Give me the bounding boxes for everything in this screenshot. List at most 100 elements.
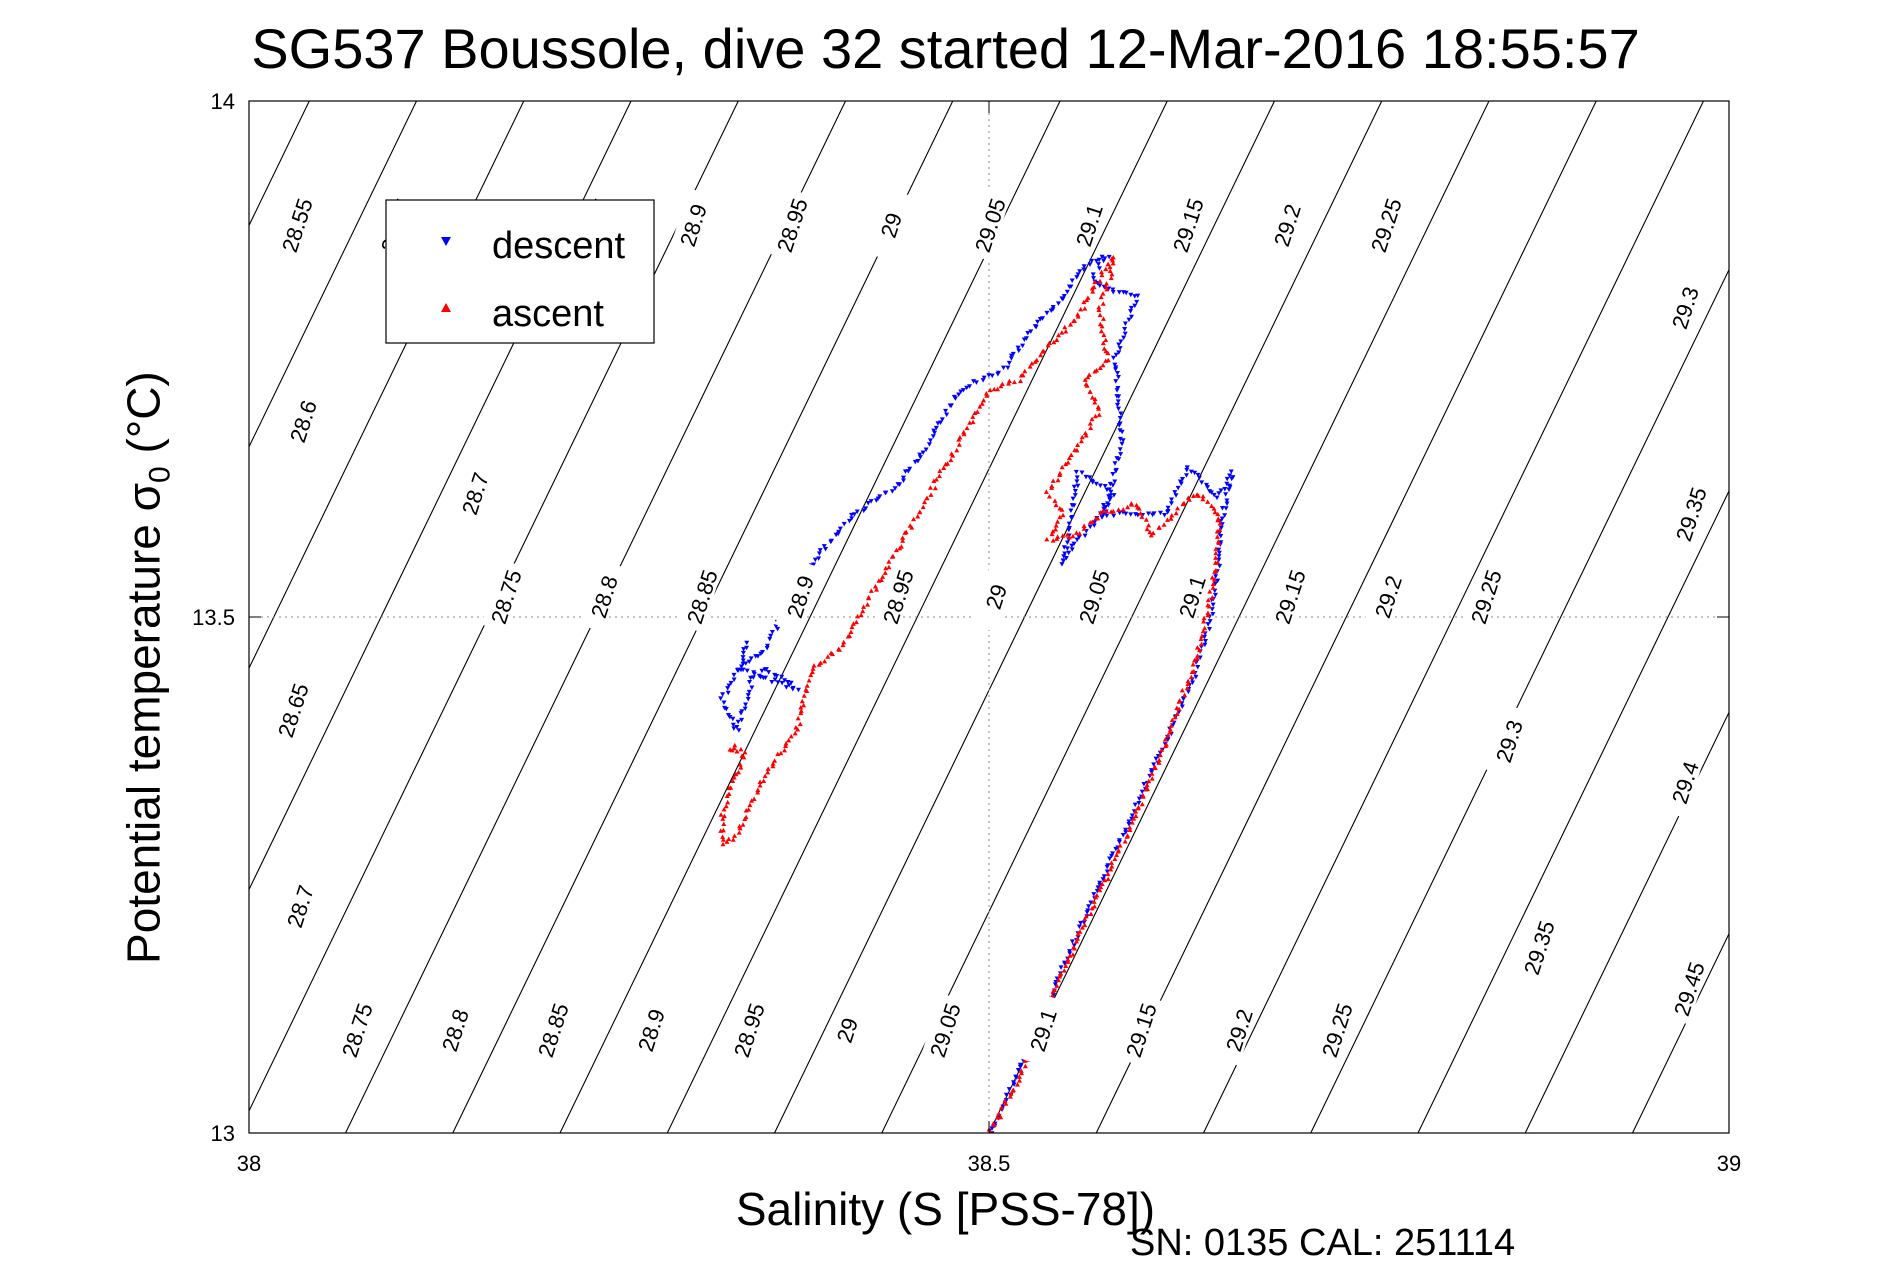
- data-point-descent: [1151, 762, 1157, 767]
- data-point-descent: [783, 685, 789, 690]
- data-point-ascent: [990, 1121, 996, 1126]
- data-point-descent: [721, 700, 727, 706]
- data-point-descent: [1118, 452, 1124, 457]
- data-point-descent: [1148, 768, 1154, 773]
- data-point-ascent: [1050, 538, 1056, 543]
- data-point-descent: [1105, 863, 1111, 868]
- data-point-ascent: [1107, 264, 1113, 270]
- data-point-ascent: [1054, 983, 1060, 988]
- data-point-ascent: [1104, 508, 1110, 514]
- data-point-descent: [989, 1126, 995, 1131]
- data-point-ascent: [755, 787, 761, 792]
- data-point-ascent: [1195, 653, 1201, 658]
- data-point-ascent: [1068, 322, 1074, 327]
- data-point-ascent: [732, 833, 738, 838]
- data-point-ascent: [1071, 318, 1077, 324]
- contour-label-bg: [920, 993, 966, 1066]
- data-point-descent: [1110, 851, 1116, 856]
- data-point-descent: [1114, 456, 1120, 461]
- data-point-descent: [849, 516, 855, 521]
- data-point-descent: [726, 683, 732, 688]
- data-point-descent: [1070, 496, 1076, 502]
- contour-label-upper: 28.9: [668, 188, 714, 261]
- data-point-ascent: [886, 564, 892, 570]
- data-point-ascent: [943, 461, 949, 467]
- data-point-descent: [1015, 1068, 1021, 1073]
- data-point-descent: [1165, 737, 1171, 743]
- data-point-descent: [1224, 476, 1230, 482]
- data-point-descent: [1128, 292, 1134, 298]
- contour-label-bg: [278, 384, 324, 457]
- data-point-descent: [1122, 327, 1128, 332]
- data-point-descent: [1035, 319, 1041, 325]
- data-point-ascent: [853, 619, 859, 625]
- data-point-ascent: [1059, 507, 1065, 512]
- data-point-ascent: [757, 779, 763, 784]
- data-point-ascent: [1200, 628, 1206, 634]
- data-point-ascent: [849, 624, 855, 630]
- data-point-descent: [1126, 317, 1132, 323]
- data-point-ascent: [865, 602, 871, 607]
- contour-label-bg: [1167, 559, 1213, 633]
- isopycnal-line: [0, 101, 95, 1133]
- data-point-descent: [1205, 622, 1211, 627]
- data-point-descent: [895, 482, 901, 487]
- data-point-descent: [1069, 278, 1075, 283]
- data-point-ascent: [810, 666, 816, 671]
- data-point-descent: [731, 726, 737, 731]
- data-point-descent: [746, 659, 752, 665]
- data-point-descent: [1165, 510, 1171, 515]
- data-point-ascent: [1188, 674, 1194, 680]
- data-point-descent: [1227, 473, 1233, 479]
- data-point-descent: [1072, 489, 1078, 494]
- data-point-ascent: [761, 778, 767, 783]
- data-point-ascent: [1084, 297, 1090, 303]
- data-point-descent: [1202, 642, 1208, 648]
- data-point-descent: [734, 668, 740, 673]
- data-point-ascent: [1103, 281, 1109, 286]
- isopycnal-line: [1095, 101, 1597, 1133]
- data-point-ascent: [1079, 925, 1085, 930]
- data-point-ascent: [1057, 971, 1063, 977]
- isopycnal-line: [559, 101, 1061, 1133]
- data-point-ascent: [797, 721, 803, 727]
- data-point-ascent: [1213, 555, 1219, 560]
- data-point-ascent: [1116, 847, 1122, 853]
- data-point-descent: [775, 680, 781, 685]
- contour-label-left: 28.7: [275, 869, 321, 943]
- data-point-ascent: [730, 778, 736, 783]
- data-point-descent: [1117, 510, 1123, 516]
- data-point-ascent: [1003, 1101, 1009, 1106]
- data-point-descent: [816, 551, 822, 556]
- data-point-descent: [1228, 469, 1234, 475]
- contour-label-bg: [1666, 477, 1712, 550]
- data-point-descent: [917, 455, 923, 460]
- data-point-ascent: [1017, 1078, 1023, 1083]
- contour-label-upper: 29.15: [1163, 188, 1209, 261]
- data-point-ascent: [1108, 275, 1114, 281]
- data-point-descent: [1188, 469, 1194, 475]
- data-point-ascent: [725, 799, 731, 805]
- data-point-descent: [744, 640, 750, 646]
- contour-label-bg: [822, 993, 868, 1066]
- data-point-ascent: [1097, 321, 1103, 327]
- data-point-descent: [892, 486, 898, 491]
- data-point-ascent: [840, 642, 846, 648]
- data-point-descent: [889, 489, 895, 494]
- data-point-ascent: [1081, 299, 1087, 305]
- data-point-ascent: [900, 538, 906, 543]
- data-point-ascent: [762, 773, 768, 779]
- data-point-ascent: [1201, 618, 1207, 624]
- data-point-descent: [1059, 562, 1065, 567]
- data-point-descent: [1059, 296, 1065, 301]
- data-point-ascent: [1184, 685, 1190, 691]
- data-point-descent: [1113, 467, 1119, 473]
- data-point-ascent: [798, 710, 804, 716]
- contour-label-bottom: 28.95: [724, 993, 770, 1066]
- data-point-ascent: [795, 727, 801, 732]
- data-point-descent: [1219, 506, 1225, 511]
- data-point-ascent: [866, 595, 872, 601]
- data-point-descent: [1087, 524, 1093, 530]
- data-point-ascent: [1100, 316, 1106, 321]
- data-point-descent: [1195, 664, 1201, 670]
